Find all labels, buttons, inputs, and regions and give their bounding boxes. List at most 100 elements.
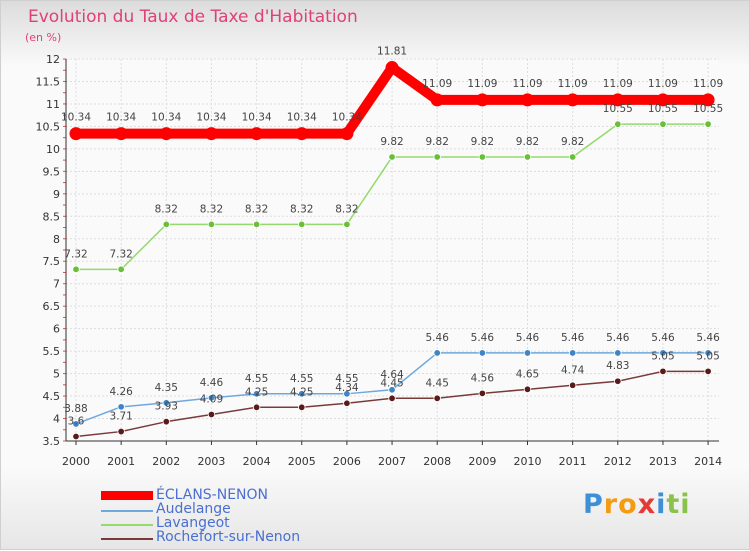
data-label: 3.6 xyxy=(68,416,85,428)
data-point xyxy=(704,349,712,357)
y-tick-label: 9.5 xyxy=(43,165,61,178)
data-label: 5.46 xyxy=(471,332,495,344)
data-point xyxy=(114,127,128,141)
data-label: 4.55 xyxy=(335,373,358,385)
data-label: 10.34 xyxy=(151,112,181,124)
logo-letter: o xyxy=(618,489,638,520)
y-tick-label: 5.5 xyxy=(43,345,61,358)
data-label: 8.32 xyxy=(290,203,313,215)
x-tick-label: 2002 xyxy=(152,455,180,468)
y-tick-label: 4.5 xyxy=(43,390,61,403)
data-point xyxy=(295,127,309,141)
data-point xyxy=(388,386,396,394)
y-tick-label: 10.5 xyxy=(36,120,61,133)
data-label: 5.46 xyxy=(606,332,630,344)
data-point xyxy=(566,93,580,107)
legend-label-lavangeot: Lavangeot xyxy=(156,515,230,531)
data-label: 4.46 xyxy=(200,377,224,389)
x-tick-label: 2010 xyxy=(514,455,542,468)
x-tick-label: 2004 xyxy=(243,455,271,468)
y-tick-label: 11 xyxy=(46,98,60,111)
data-point xyxy=(656,93,670,107)
data-point xyxy=(117,265,125,274)
data-label: 4.34 xyxy=(335,382,359,394)
data-point xyxy=(614,349,622,357)
data-point xyxy=(568,153,577,161)
data-point xyxy=(523,349,532,357)
data-point xyxy=(478,389,487,398)
x-tick-label: 2011 xyxy=(559,455,587,468)
data-point xyxy=(252,403,261,411)
y-tick-label: 6.5 xyxy=(43,300,61,313)
data-label: 3.93 xyxy=(155,401,178,413)
data-point xyxy=(388,153,396,161)
data-label: 9.82 xyxy=(471,136,494,148)
data-label: 5.05 xyxy=(651,350,674,362)
data-label: 10.34 xyxy=(242,112,272,124)
data-point xyxy=(478,153,487,161)
legend-swatch-rochefort xyxy=(101,538,153,540)
y-tick-label: 9 xyxy=(53,188,60,201)
y-tick-label: 5 xyxy=(53,368,60,381)
data-point xyxy=(704,367,712,376)
data-point xyxy=(72,420,80,428)
y-tick-label: 4 xyxy=(53,413,60,426)
data-point xyxy=(659,349,667,357)
data-label: 11.09 xyxy=(422,78,452,90)
x-tick-label: 2000 xyxy=(62,455,90,468)
data-label: 10.34 xyxy=(332,112,362,124)
data-point xyxy=(704,120,712,128)
logo-letter: x xyxy=(637,489,657,520)
x-tick-label: 2012 xyxy=(604,455,632,468)
data-label: 10.55 xyxy=(603,103,633,115)
data-point xyxy=(433,349,441,357)
data-label: 4.55 xyxy=(245,373,268,385)
data-label: 4.65 xyxy=(516,368,539,380)
x-tick-label: 2014 xyxy=(694,455,722,468)
data-label: 10.55 xyxy=(648,103,678,115)
data-point xyxy=(72,432,80,441)
data-point xyxy=(207,220,216,229)
data-label: 5.05 xyxy=(696,350,719,362)
data-label: 9.82 xyxy=(426,136,449,148)
data-point xyxy=(568,381,577,389)
data-point xyxy=(659,120,667,128)
data-label: 8.32 xyxy=(200,203,223,215)
data-label: 3.88 xyxy=(64,403,87,415)
data-point xyxy=(162,417,170,426)
data-point xyxy=(614,120,622,128)
data-label: 4.09 xyxy=(200,393,223,405)
x-tick-label: 2001 xyxy=(107,455,135,468)
data-point xyxy=(611,93,625,107)
data-label: 4.83 xyxy=(606,360,629,372)
data-label: 5.46 xyxy=(651,332,675,344)
data-point xyxy=(340,127,354,141)
data-point xyxy=(207,410,216,419)
data-label: 11.81 xyxy=(377,46,407,58)
x-tick-label: 2008 xyxy=(423,455,451,468)
data-point xyxy=(72,265,80,274)
data-label: 8.32 xyxy=(245,203,268,215)
data-point xyxy=(162,220,170,229)
y-tick-label: 8.5 xyxy=(43,210,61,223)
data-label: 9.82 xyxy=(561,136,584,148)
x-tick-label: 2013 xyxy=(649,455,677,468)
data-point xyxy=(343,220,351,229)
legend-label-eclans: ÉCLANS-NENON xyxy=(156,487,269,503)
data-point xyxy=(298,390,306,398)
data-point xyxy=(521,93,534,107)
data-label: 5.46 xyxy=(426,332,450,344)
y-tick-label: 11.5 xyxy=(36,75,61,88)
data-point xyxy=(204,127,218,141)
y-tick-label: 6 xyxy=(53,323,60,336)
data-point xyxy=(478,349,487,357)
data-label: 11.09 xyxy=(603,78,633,90)
data-point xyxy=(385,61,399,75)
data-label: 7.32 xyxy=(109,248,132,260)
plot-area xyxy=(66,59,719,441)
data-label: 4.45 xyxy=(426,377,449,389)
data-point xyxy=(343,390,351,398)
data-point xyxy=(252,390,261,398)
